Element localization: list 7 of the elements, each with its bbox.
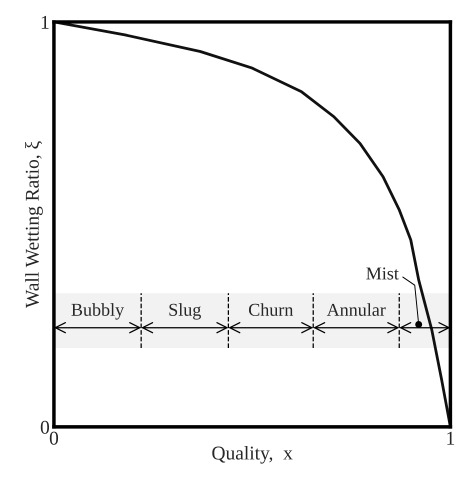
band-label: Bubbly	[71, 303, 124, 320]
band-label: Annular	[326, 303, 386, 316]
band-label: Churn	[248, 303, 294, 316]
band-label: Mist	[366, 267, 399, 280]
y-axis-title: Wall Wetting Ratio, ξ	[25, 141, 43, 308]
band-label: Slug	[169, 303, 201, 320]
x-axis-title: Quality, x	[212, 446, 293, 464]
